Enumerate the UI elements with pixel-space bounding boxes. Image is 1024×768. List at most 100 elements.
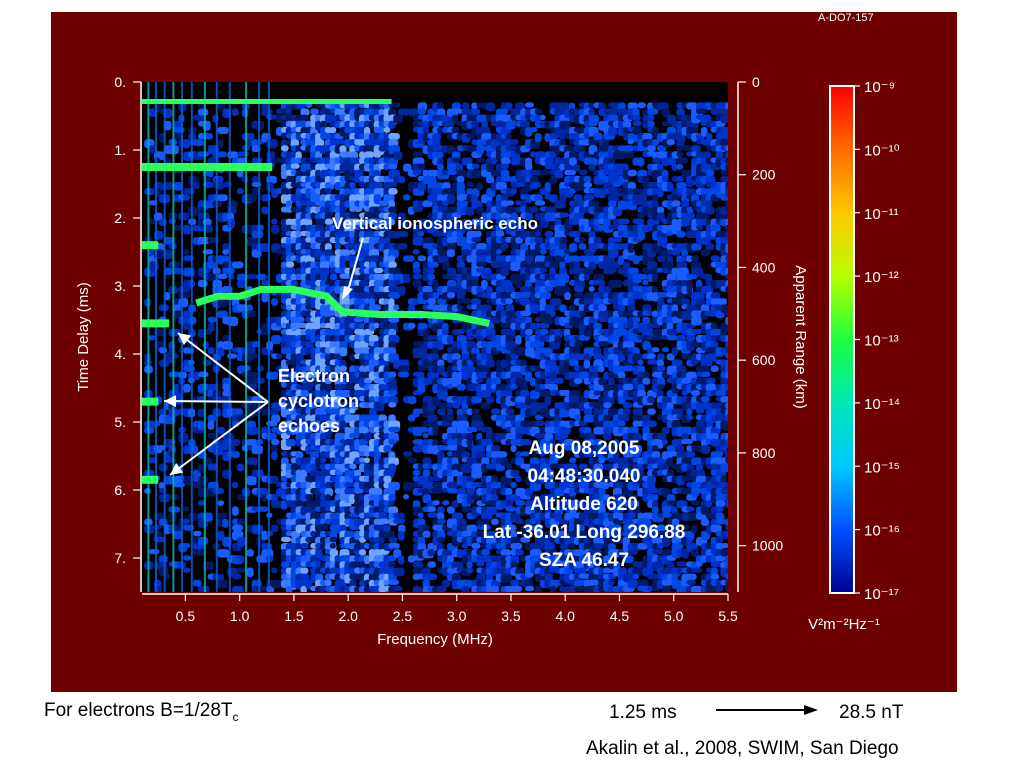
heatmap-cell bbox=[569, 543, 576, 549]
heatmap-cell bbox=[349, 218, 361, 227]
heatmap-cell bbox=[319, 120, 328, 129]
heatmap-cell bbox=[432, 500, 440, 506]
heatmap-cell bbox=[354, 592, 366, 599]
heatmap-cell bbox=[407, 457, 417, 463]
heatmap-cell bbox=[305, 188, 312, 199]
heatmap-cell bbox=[554, 145, 561, 155]
heatmap-cell bbox=[285, 359, 296, 366]
heatmap-cell bbox=[505, 310, 517, 317]
heatmap-cell bbox=[476, 377, 484, 384]
heatmap-cell bbox=[227, 353, 238, 359]
heatmap-cell bbox=[280, 261, 288, 269]
heatmap-cell bbox=[383, 298, 390, 306]
heatmap-cell bbox=[427, 561, 437, 568]
heatmap-cell bbox=[271, 224, 280, 234]
heatmap-cell bbox=[456, 175, 465, 184]
heatmap-cell bbox=[490, 408, 501, 415]
heatmap-cell bbox=[222, 518, 229, 528]
heatmap-cell bbox=[510, 188, 518, 195]
heatmap-cell bbox=[183, 267, 195, 277]
heatmap-cell bbox=[656, 383, 665, 390]
heatmap-cell bbox=[393, 304, 400, 311]
heatmap-cell bbox=[422, 126, 430, 134]
heatmap-cell bbox=[251, 175, 259, 183]
heatmap-cell bbox=[554, 108, 566, 116]
heatmap-cell bbox=[539, 390, 549, 398]
heatmap-cell bbox=[378, 359, 389, 368]
heatmap-cell bbox=[388, 139, 399, 147]
heatmap-cell bbox=[359, 347, 366, 355]
heatmap-cell bbox=[159, 592, 166, 600]
heatmap-cell bbox=[368, 298, 376, 306]
heatmap-cell bbox=[388, 255, 396, 264]
heatmap-cell bbox=[163, 108, 173, 118]
heatmap-cell bbox=[310, 212, 317, 219]
heatmap-cell bbox=[246, 549, 254, 557]
heatmap-cell bbox=[373, 267, 384, 274]
heatmap-cell bbox=[178, 212, 190, 221]
heatmap-cell bbox=[481, 402, 491, 409]
heatmap-cell bbox=[412, 273, 422, 280]
heatmap-cell bbox=[500, 243, 509, 249]
heatmap-cell bbox=[676, 163, 684, 170]
heatmap-cell bbox=[515, 334, 522, 345]
heatmap-cell bbox=[593, 543, 604, 550]
heatmap-cell bbox=[344, 481, 352, 488]
heatmap-cell bbox=[324, 383, 333, 392]
heatmap-cell bbox=[637, 230, 645, 241]
heatmap-cell bbox=[271, 579, 282, 589]
heatmap-cell bbox=[236, 518, 246, 525]
heatmap-cell bbox=[446, 169, 457, 175]
heatmap-cell bbox=[412, 237, 424, 246]
heatmap-cell bbox=[300, 114, 309, 121]
heatmap-cell bbox=[490, 494, 499, 502]
heatmap-cell bbox=[217, 512, 228, 519]
heatmap-cell bbox=[319, 518, 327, 524]
heatmap-cell bbox=[183, 224, 191, 235]
heatmap-cell bbox=[412, 151, 424, 157]
heatmap-cell bbox=[354, 549, 361, 556]
heatmap-cell bbox=[197, 151, 210, 157]
heatmap-cell bbox=[378, 536, 385, 544]
heatmap-cell bbox=[319, 524, 329, 531]
heatmap-cell bbox=[378, 481, 386, 489]
heatmap-cell bbox=[144, 420, 156, 429]
heatmap-cell bbox=[378, 108, 385, 116]
heatmap-cell bbox=[505, 120, 516, 130]
heatmap-cell bbox=[217, 579, 228, 589]
heatmap-cell bbox=[402, 194, 411, 201]
heatmap-cell bbox=[427, 169, 439, 177]
heatmap-cell bbox=[319, 585, 327, 592]
heatmap-cell bbox=[236, 279, 247, 289]
heatmap-cell bbox=[388, 292, 401, 299]
heatmap-cell bbox=[232, 108, 239, 116]
heatmap-cell bbox=[388, 230, 401, 239]
heatmap-cell bbox=[300, 322, 307, 329]
heatmap-cell bbox=[334, 487, 341, 495]
figure-id-label: A-DO7-157 bbox=[818, 12, 874, 24]
heatmap-cell bbox=[383, 445, 392, 453]
heatmap-cell bbox=[495, 451, 508, 458]
heatmap-cell bbox=[285, 304, 293, 311]
heatmap-cell bbox=[285, 267, 296, 275]
heatmap-cell bbox=[476, 157, 485, 163]
heatmap-cell bbox=[583, 408, 593, 416]
heatmap-cell bbox=[427, 549, 436, 557]
heatmap-cell bbox=[324, 426, 333, 435]
heatmap-cell bbox=[500, 157, 511, 165]
heatmap-cell bbox=[364, 592, 370, 599]
heatmap-cell bbox=[232, 585, 244, 592]
heatmap-cell bbox=[158, 347, 168, 354]
heatmap-cell bbox=[246, 475, 257, 486]
heatmap-cell bbox=[271, 218, 278, 225]
heatmap-cell bbox=[285, 585, 293, 592]
heatmap-cell bbox=[612, 237, 622, 243]
heatmap-cell bbox=[417, 108, 427, 115]
heatmap-cell bbox=[290, 163, 300, 169]
heatmap-cell bbox=[505, 408, 515, 415]
heatmap-cell bbox=[232, 261, 244, 269]
heatmap-cell bbox=[388, 543, 400, 549]
heatmap-cell bbox=[510, 585, 523, 592]
heatmap-cell bbox=[573, 126, 586, 133]
heatmap-cell bbox=[373, 218, 384, 227]
